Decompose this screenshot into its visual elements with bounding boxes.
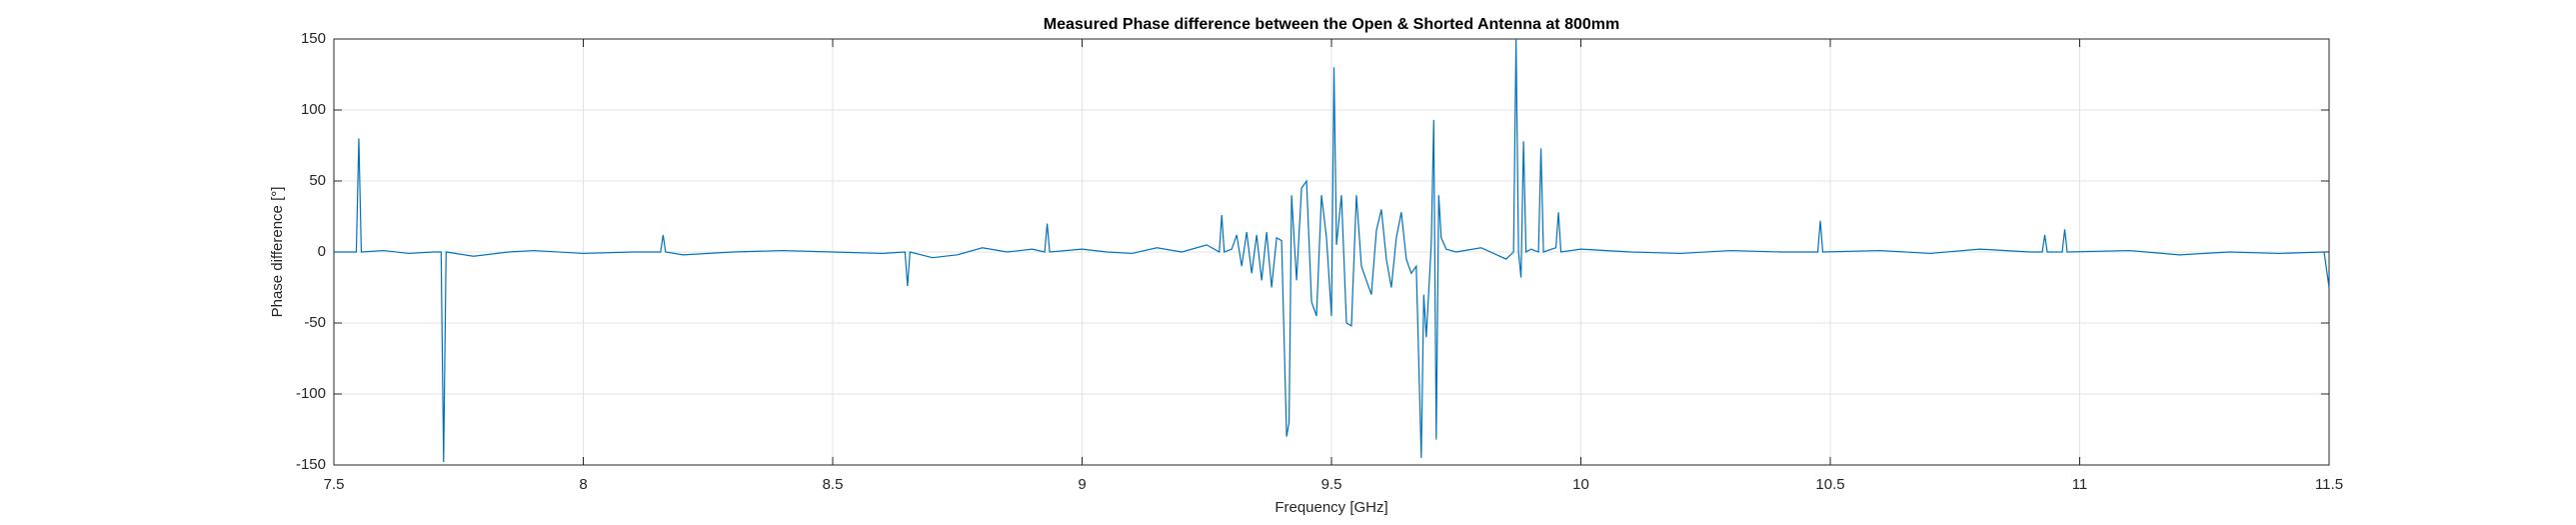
y-tick-label: 150 bbox=[301, 30, 326, 47]
y-tick-label: -150 bbox=[296, 456, 326, 473]
data-line bbox=[334, 39, 2329, 463]
y-tick-label: 100 bbox=[301, 101, 326, 118]
x-tick-label: 7.5 bbox=[324, 476, 345, 493]
x-tick-label: 11.5 bbox=[2315, 476, 2343, 493]
y-tick-label: 0 bbox=[318, 243, 326, 260]
x-tick-label: 10 bbox=[1572, 476, 1589, 493]
y-tick-label: 50 bbox=[309, 172, 326, 189]
x-tick-label: 10.5 bbox=[1815, 476, 1844, 493]
x-tick-label: 11 bbox=[2072, 476, 2088, 493]
y-tick-label: -50 bbox=[304, 314, 326, 331]
x-axis-label: Frequency [GHz] bbox=[1275, 499, 1387, 516]
x-tick-label: 8.5 bbox=[823, 476, 844, 493]
x-tick-label: 9 bbox=[1078, 476, 1086, 493]
y-tick-label: -100 bbox=[296, 385, 326, 402]
x-tick-label: 8 bbox=[579, 476, 587, 493]
x-tick-label: 9.5 bbox=[1321, 476, 1342, 493]
y-axis-label: Phase difference [°] bbox=[269, 187, 286, 318]
chart-title: Measured Phase difference between the Op… bbox=[1044, 16, 1619, 33]
